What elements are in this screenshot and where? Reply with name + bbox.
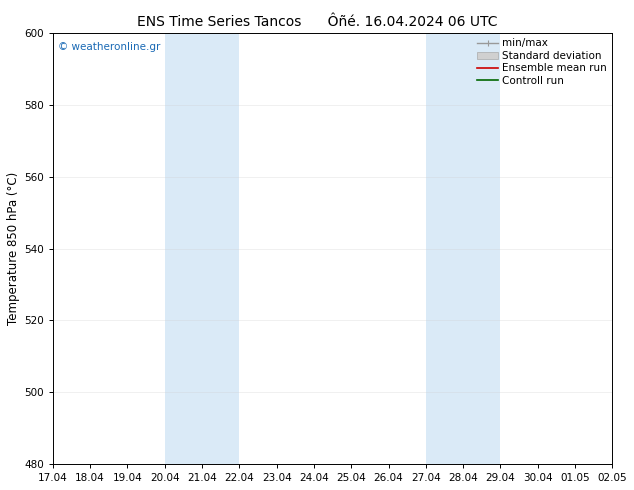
Bar (165, 33, 240, 464)
Bar (426, 33, 500, 464)
Legend: min/max, Standard deviation, Ensemble mean run, Controll run: min/max, Standard deviation, Ensemble me… (476, 36, 609, 88)
Text: ENS Time Series Tancos      Ôñé. 16.04.2024 06 UTC: ENS Time Series Tancos Ôñé. 16.04.2024 0… (137, 15, 497, 29)
Text: © weatheronline.gr: © weatheronline.gr (58, 42, 161, 51)
Y-axis label: Temperature 850 hPa (°C): Temperature 850 hPa (°C) (7, 172, 20, 325)
